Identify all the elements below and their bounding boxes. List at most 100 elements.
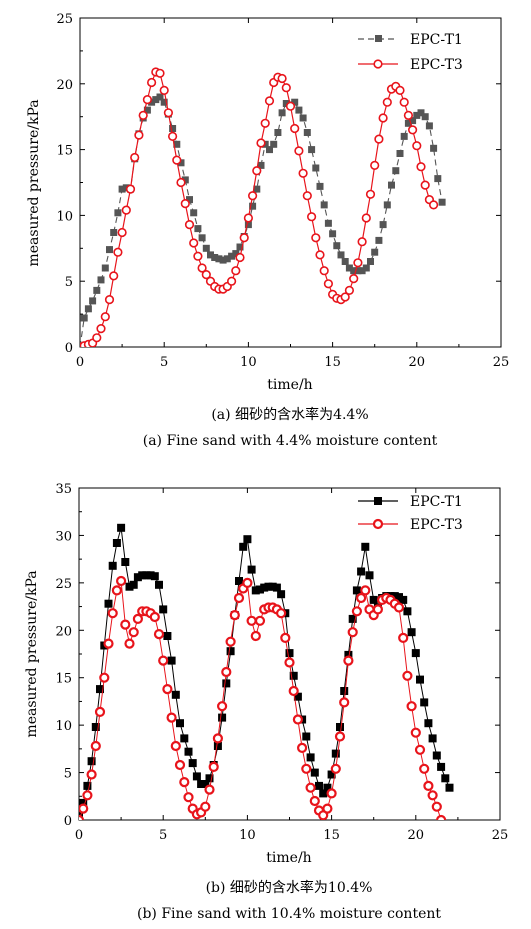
chart-a-caption-cn: (a) 细砂的含水率为4.4% <box>211 406 368 423</box>
chart-b-point-epc-t1 <box>315 781 323 790</box>
legend-marker-epc-t3 <box>373 59 383 69</box>
chart-b-point-epc-t1 <box>213 742 222 750</box>
chart-b-point-epc-t3 <box>208 761 219 773</box>
chart-a-point-epc-t1 <box>148 98 156 106</box>
legend-marker-epc-t1 <box>375 35 382 42</box>
chart-a-point-epc-t1 <box>198 234 206 242</box>
chart-a-x-tick-label: 15 <box>324 355 341 370</box>
chart-b-point-epc-t1 <box>150 572 159 581</box>
chart-a-point-epc-t3 <box>231 266 241 276</box>
chart-b-point-epc-t3 <box>254 615 266 626</box>
chart-b-point-epc-t1 <box>441 774 450 783</box>
chart-b-point-epc-t3 <box>423 780 434 792</box>
chart-a-point-epc-t1 <box>84 305 92 313</box>
chart-b-point-epc-t3 <box>229 609 240 621</box>
chart-a-point-epc-t3 <box>201 270 211 280</box>
chart-b-point-epc-t3 <box>334 731 346 742</box>
chart-a-point-epc-t1 <box>236 243 244 251</box>
chart-b-point-epc-t1 <box>272 583 281 592</box>
chart-b-x-tick-label: 5 <box>159 828 167 843</box>
chart-b-point-epc-t1 <box>331 749 340 758</box>
chart-a-point-epc-t1 <box>430 144 438 152</box>
chart-b-point-epc-t3 <box>174 759 186 771</box>
chart-a-point-epc-t3 <box>176 177 186 188</box>
chart-a-point-epc-t3 <box>323 279 334 289</box>
chart-b-point-epc-t3 <box>297 742 308 754</box>
chart-b-point-epc-t3 <box>339 697 350 708</box>
chart-a-point-epc-t1 <box>329 230 337 238</box>
chart-a-point-epc-t1 <box>295 106 303 114</box>
chart-a-point-epc-t1 <box>358 267 366 275</box>
chart-a-point-epc-t3 <box>361 213 371 223</box>
chart-b-point-epc-t3 <box>343 655 354 666</box>
chart-a-point-epc-t3 <box>147 77 157 88</box>
chart-a-x-tick-label: 10 <box>240 355 257 370</box>
legend-marker-epc-t1 <box>374 497 382 505</box>
chart-b-point-epc-t1 <box>390 592 399 601</box>
chart-a-point-epc-t3 <box>227 276 237 286</box>
chart-b-point-epc-t3 <box>153 628 165 640</box>
chart-b-point-epc-t3 <box>79 814 85 820</box>
chart-a-point-epc-t1 <box>202 244 210 252</box>
chart-a-point-epc-t1 <box>278 109 286 117</box>
chart-a-point-epc-t3 <box>180 199 190 209</box>
chart-b-point-epc-t3 <box>309 795 320 807</box>
chart-a-point-epc-t1 <box>110 229 118 236</box>
chart-b: 0 5 10 15 20 25 0 5 10 15 20 25 30 35 time/h measured… <box>24 482 508 922</box>
chart-b-point-epc-t3 <box>330 763 341 774</box>
chart-a-point-epc-t1 <box>228 252 236 260</box>
chart-b-point-epc-t1 <box>247 565 256 574</box>
chart-a-point-epc-t3 <box>197 263 207 273</box>
chart-b-point-epc-t3 <box>90 740 101 752</box>
chart-a-point-epc-t3 <box>277 73 287 84</box>
chart-a-point-epc-t1 <box>409 117 417 125</box>
chart-b-point-epc-t3 <box>86 769 97 780</box>
chart-b-point-epc-t3 <box>94 706 106 718</box>
chart-a-point-epc-t3 <box>117 227 127 238</box>
chart-a-point-epc-t3 <box>189 238 199 248</box>
chart-b-x-tick-label: 0 <box>75 828 83 843</box>
chart-a-legend-epc-t3: EPC-T3 <box>410 57 463 73</box>
chart-a-point-epc-t3 <box>121 205 131 215</box>
chart-b-point-epc-t1 <box>428 734 437 743</box>
chart-b-point-epc-t1 <box>197 780 206 788</box>
chart-a-point-epc-t1 <box>303 129 311 136</box>
chart-b-point-epc-t3 <box>132 613 143 625</box>
chart-b-point-epc-t1 <box>133 573 142 582</box>
chart-a-point-epc-t3 <box>429 200 439 210</box>
chart-a-point-epc-t1 <box>223 255 231 263</box>
chart-a-point-epc-t1 <box>341 258 349 265</box>
chart-a-point-epc-t1 <box>186 196 193 204</box>
chart-b-point-epc-t1 <box>399 595 408 604</box>
chart-b-point-epc-t3 <box>115 575 127 587</box>
chart-a-point-epc-t1 <box>375 236 383 244</box>
chart-a-series-line-epc-t1 <box>80 96 443 347</box>
chart-b-point-epc-t3 <box>441 824 449 832</box>
chart-a-point-epc-t1 <box>207 251 214 259</box>
chart-b-y-axis-label: measured pressure/kPa <box>24 570 40 737</box>
chart-a-point-epc-t3 <box>138 110 148 120</box>
chart-a-point-epc-t3 <box>294 146 304 156</box>
chart-b-x-axis-label: time/h <box>266 850 311 866</box>
chart-a-legend-epc-t1: EPC-T1 <box>410 32 463 48</box>
chart-a-point-epc-t1 <box>392 167 400 175</box>
chart-b-point-epc-t1 <box>79 798 88 807</box>
chart-b-x-tick-label: 20 <box>408 828 425 843</box>
chart-b-y-tick-label: 30 <box>55 529 72 544</box>
chart-b-point-epc-t1 <box>445 783 454 792</box>
chart-a-point-epc-t3 <box>344 285 355 296</box>
chart-b-point-epc-t3 <box>166 712 177 723</box>
chart-a-point-epc-t1 <box>367 258 374 265</box>
chart-a-point-epc-t3 <box>378 113 388 123</box>
chart-b-point-epc-t1 <box>348 614 357 623</box>
chart-b-point-epc-t1 <box>87 757 96 766</box>
chart-a-point-epc-t3 <box>370 160 380 170</box>
chart-a-point-epc-t1 <box>291 98 299 106</box>
chart-b-point-epc-t1 <box>336 723 344 731</box>
chart-b-point-epc-t3 <box>305 782 316 793</box>
chart-a-point-epc-t1 <box>308 146 316 154</box>
chart-b-point-epc-t1 <box>235 577 243 585</box>
chart-b-point-epc-t1 <box>243 535 252 544</box>
chart-a-point-epc-t3 <box>416 162 426 172</box>
